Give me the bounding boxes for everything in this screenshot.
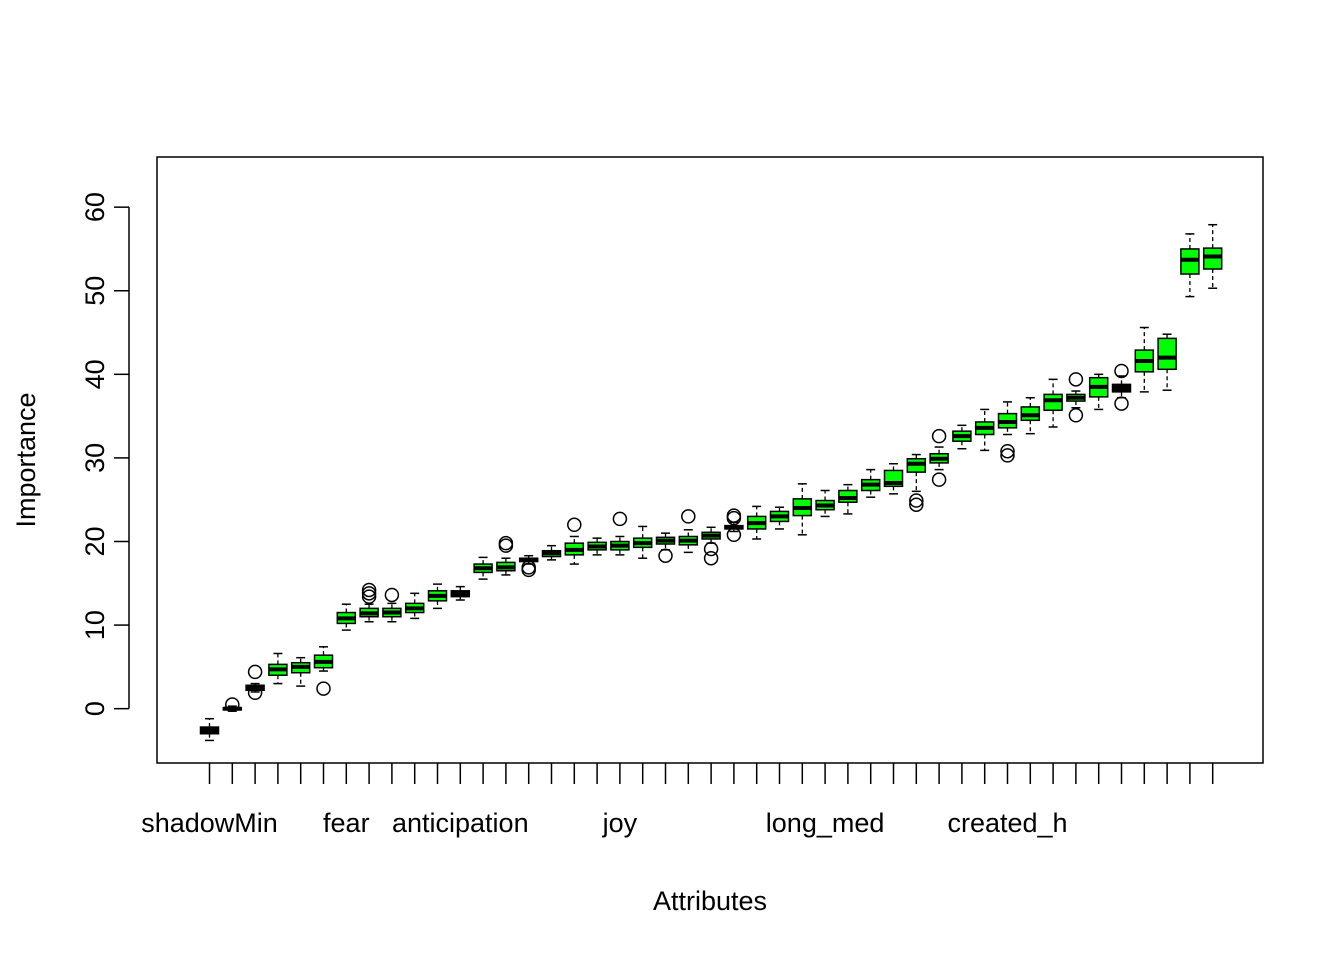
box-item <box>518 554 539 578</box>
outlier-point <box>931 472 947 487</box>
outlier-point <box>1000 448 1015 463</box>
outlier-point <box>658 548 673 563</box>
outlier-point <box>247 664 263 680</box>
x-tick-label: shadowMin <box>141 808 278 838</box>
box-body <box>1202 247 1223 270</box>
box-item <box>1111 363 1132 411</box>
outlier-point <box>1114 396 1129 411</box>
box-item <box>1088 373 1109 411</box>
box-item <box>587 537 607 556</box>
plot-frame <box>156 156 1264 764</box>
x-axis: shadowMin fear anticipation joy long_med crea… <box>141 763 1214 838</box>
box-item <box>268 652 288 685</box>
box-item <box>952 424 972 450</box>
box-item <box>427 583 448 610</box>
box-item <box>1043 378 1063 428</box>
outlier-point <box>612 511 628 527</box>
box-item <box>655 532 676 563</box>
outlier-point <box>726 527 742 543</box>
y-tick-label: 50 <box>80 276 110 306</box>
outlier-point <box>909 493 924 508</box>
box-item <box>906 453 927 512</box>
outlier-point <box>247 685 263 701</box>
box-item <box>701 526 721 566</box>
outlier-point <box>726 510 742 526</box>
box-item <box>382 587 402 623</box>
y-tick-label: 40 <box>80 359 110 389</box>
outlier-point <box>1068 408 1084 423</box>
outlier-point <box>1000 443 1015 459</box>
outlier-point <box>384 587 400 603</box>
box-item <box>610 511 630 556</box>
outlier-point <box>703 550 719 566</box>
y-tick-label: 60 <box>80 192 110 222</box>
y-tick-label: 30 <box>80 443 110 473</box>
outlier-point <box>931 428 947 444</box>
box-item <box>678 509 699 554</box>
box-item <box>746 505 767 540</box>
box-item <box>883 463 904 495</box>
x-tick-label: fear <box>323 808 370 838</box>
box-item <box>450 585 471 601</box>
box-item <box>860 468 881 498</box>
outlier-point <box>316 681 331 696</box>
outlier-point <box>498 538 514 553</box>
box-item <box>290 656 311 687</box>
x-tick-label: anticipation <box>392 808 529 838</box>
outlier-point <box>225 697 240 712</box>
box-item <box>997 401 1018 463</box>
box-item <box>245 664 265 701</box>
box-item <box>838 483 858 515</box>
y-axis: 0 10 20 30 40 50 60 <box>80 192 130 716</box>
outlier-point <box>1114 363 1129 379</box>
box-item <box>1066 372 1086 423</box>
outlier-point <box>909 497 924 512</box>
box-item <box>1020 396 1041 435</box>
outlier-point <box>1068 372 1084 387</box>
box-item <box>473 556 493 580</box>
boxes-layer <box>199 223 1223 742</box>
box-item <box>404 592 425 620</box>
box-item <box>1157 333 1177 391</box>
box-item <box>929 428 949 487</box>
box-item <box>1202 223 1223 289</box>
outlier-point <box>703 541 719 557</box>
outlier-point <box>567 517 582 533</box>
y-tick-label: 20 <box>80 526 110 556</box>
x-tick-label: long_med <box>766 808 885 838</box>
box-body <box>1043 393 1063 412</box>
box-item <box>359 582 379 623</box>
y-axis-title: Importance <box>11 392 41 527</box>
box-item <box>1134 326 1155 393</box>
box-item <box>541 544 562 561</box>
box-item <box>564 517 585 565</box>
box-item <box>974 408 995 452</box>
box-item <box>632 525 653 559</box>
box-item <box>769 506 790 530</box>
box-item <box>199 717 220 742</box>
box-item <box>724 508 744 543</box>
box-item <box>336 603 357 631</box>
box-item <box>792 483 813 536</box>
outlier-point <box>361 589 377 604</box>
box-item <box>496 535 516 576</box>
box-body <box>1157 337 1177 371</box>
outlier-point <box>681 509 696 524</box>
box-item <box>313 646 334 696</box>
outlier-point <box>361 582 377 598</box>
y-tick-label: 0 <box>80 701 110 716</box>
box-item <box>222 697 243 712</box>
box-item <box>815 489 835 518</box>
box-item <box>1180 233 1200 298</box>
outlier-point <box>521 562 536 578</box>
outlier-point <box>361 586 377 601</box>
x-tick-label: joy <box>602 808 638 838</box>
x-tick-label: created_h <box>947 808 1067 838</box>
x-axis-title: Attributes <box>653 886 767 916</box>
y-tick-label: 10 <box>80 610 110 640</box>
